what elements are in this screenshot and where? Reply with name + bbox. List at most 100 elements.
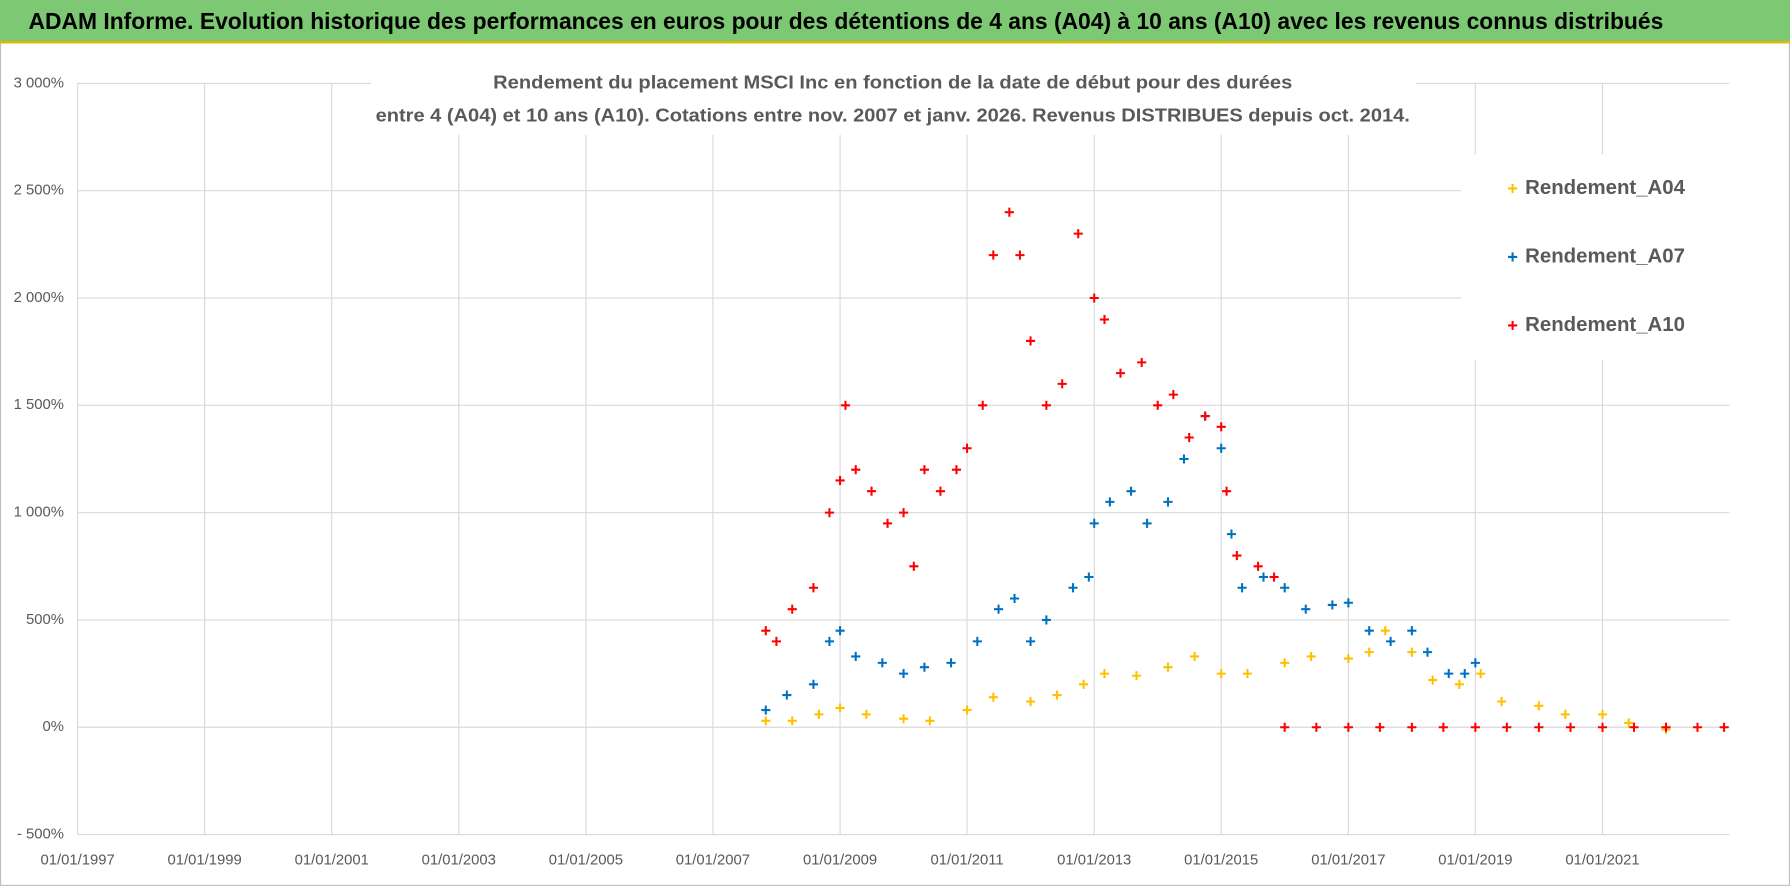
data-point: [1184, 432, 1194, 443]
data-point: [1126, 486, 1136, 496]
data-point: [787, 604, 797, 614]
data-point: [1280, 658, 1290, 668]
y-tick-label: 1 000%: [14, 505, 64, 521]
data-point: [1476, 669, 1486, 679]
title-box: [371, 66, 1416, 135]
data-point: [1163, 497, 1173, 507]
data-point: [935, 486, 946, 496]
data-point: [1534, 722, 1544, 732]
data-point: [1565, 722, 1576, 732]
x-tick-label: 01/01/2007: [676, 853, 750, 869]
data-point: [761, 716, 771, 726]
data-point: [1280, 722, 1290, 732]
data-point: [1269, 572, 1279, 582]
x-tick-label: 01/01/2021: [1565, 853, 1639, 869]
x-tick-label: 01/01/2015: [1184, 853, 1258, 869]
y-tick-label: 0%: [42, 719, 63, 735]
data-point: [1253, 561, 1263, 571]
data-point: [1068, 583, 1078, 593]
data-point: [1168, 390, 1178, 400]
data-point: [1306, 651, 1316, 661]
header-title: ADAM Informe. Evolution historique des p…: [29, 8, 1664, 34]
data-point: [1534, 701, 1544, 711]
data-point: [1364, 647, 1374, 657]
data-point: [1661, 722, 1671, 732]
y-tick-label: - 500%: [17, 826, 64, 842]
data-point: [1232, 550, 1242, 561]
data-point: [1258, 572, 1269, 582]
x-tick-label: 01/01/2017: [1311, 853, 1385, 869]
data-point: [1004, 207, 1014, 217]
data-point: [1009, 593, 1020, 604]
data-point: [1375, 722, 1385, 732]
data-point: [761, 626, 771, 636]
plot-area: [761, 207, 1729, 734]
x-tick-label: 01/01/1999: [168, 853, 242, 869]
data-point: [972, 636, 982, 646]
data-point: [787, 716, 797, 726]
data-point: [898, 508, 909, 518]
data-point: [1237, 583, 1247, 593]
data-point: [1343, 598, 1353, 608]
y-tick-label: 500%: [26, 612, 64, 628]
data-point: [1242, 669, 1253, 679]
data-point: [1629, 722, 1639, 732]
header-rule: [0, 41, 1790, 44]
data-point: [1200, 411, 1210, 421]
data-point: [1179, 454, 1189, 464]
data-point: [1470, 722, 1480, 732]
data-point: [993, 604, 1004, 614]
data-point: [1131, 671, 1142, 681]
data-point: [835, 626, 845, 636]
header-band: [0, 0, 1790, 44]
data-point: [1226, 529, 1237, 539]
data-point: [1099, 669, 1110, 679]
data-point: [1428, 675, 1438, 685]
data-point: [1105, 497, 1115, 507]
data-point: [1497, 696, 1507, 707]
data-point: [1454, 679, 1464, 689]
data-point: [1099, 314, 1110, 325]
x-tick-label: 01/01/2009: [803, 853, 877, 869]
data-point: [1153, 400, 1163, 410]
data-point: [919, 662, 930, 672]
data-point: [1380, 626, 1390, 636]
data-point: [1216, 443, 1226, 453]
data-point: [1422, 647, 1433, 657]
data-point: [808, 679, 819, 689]
data-point: [882, 518, 893, 528]
chart-title: entre 4 (A04) et 10 ans (A10). Cotations…: [376, 104, 1410, 125]
data-point: [1597, 709, 1608, 719]
data-point: [1089, 293, 1099, 303]
data-point: [1073, 229, 1083, 239]
data-point: [1025, 336, 1036, 346]
data-point: [1502, 722, 1512, 732]
data-point: [1089, 518, 1099, 528]
data-point: [866, 486, 877, 496]
data-point: [1084, 572, 1094, 582]
data-point: [1407, 626, 1417, 636]
y-tick-label: 2 000%: [14, 290, 64, 306]
data-point: [1216, 669, 1226, 679]
data-point: [877, 658, 887, 668]
data-point: [1343, 654, 1353, 664]
data-point: [835, 475, 845, 486]
data-point: [1015, 250, 1025, 260]
data-point: [1115, 368, 1126, 378]
data-point: [1311, 722, 1321, 732]
data-point: [988, 692, 998, 702]
data-point: [988, 250, 998, 260]
data-point: [814, 709, 824, 719]
data-point: [946, 658, 956, 668]
data-point: [978, 400, 988, 410]
data-point: [840, 400, 851, 410]
data-point: [824, 508, 835, 518]
data-point: [782, 690, 792, 700]
data-point: [851, 465, 861, 475]
legend-label: Rendement_A10: [1525, 313, 1685, 336]
data-point: [898, 669, 909, 679]
chart-title: Rendement du placement MSCI Inc en fonct…: [493, 71, 1292, 92]
